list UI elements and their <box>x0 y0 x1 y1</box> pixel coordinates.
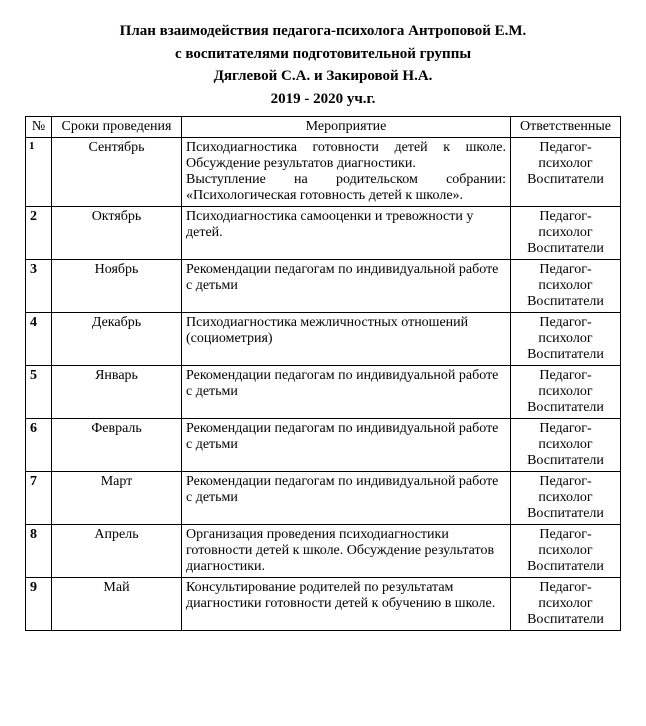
header-resp: Ответственные <box>511 117 621 138</box>
header-date: Сроки проведения <box>52 117 182 138</box>
row-num: 5 <box>26 366 52 419</box>
title-line-1: План взаимодействия педагога-психолога А… <box>25 20 621 43</box>
header-event: Мероприятие <box>182 117 511 138</box>
row-date: Май <box>52 578 182 631</box>
row-date: Декабрь <box>52 313 182 366</box>
row-event: Рекомендации педагогам по индивидуальной… <box>182 419 511 472</box>
row-date: Апрель <box>52 525 182 578</box>
plan-table: № Сроки проведения Мероприятие Ответстве… <box>25 116 621 631</box>
document-title: План взаимодействия педагога-психолога А… <box>25 20 621 110</box>
header-num: № <box>26 117 52 138</box>
row-date: Октябрь <box>52 207 182 260</box>
row-num: 3 <box>26 260 52 313</box>
row-date: Февраль <box>52 419 182 472</box>
row-date: Сентябрь <box>52 138 182 207</box>
table-row: 1СентябрьПсиходиагностика готовности дет… <box>26 138 621 207</box>
row-event: Организация проведения психодиагностики … <box>182 525 511 578</box>
row-resp: Педагог-психолог Воспитатели <box>511 313 621 366</box>
row-num: 1 <box>26 138 52 207</box>
row-resp: Педагог-психолог Воспитатели <box>511 419 621 472</box>
row-resp: Педагог-психолог Воспитатели <box>511 525 621 578</box>
row-resp: Педагог-психолог Воспитатели <box>511 366 621 419</box>
row-event: Рекомендации педагогам по индивидуальной… <box>182 260 511 313</box>
row-num: 2 <box>26 207 52 260</box>
row-num: 8 <box>26 525 52 578</box>
row-event: Психодиагностика готовности детей к школ… <box>182 138 511 207</box>
row-num: 7 <box>26 472 52 525</box>
title-line-4: 2019 - 2020 уч.г. <box>25 88 621 111</box>
table-row: 5ЯнварьРекомендации педагогам по индивид… <box>26 366 621 419</box>
row-date: Январь <box>52 366 182 419</box>
row-num: 4 <box>26 313 52 366</box>
row-resp: Педагог-психолог Воспитатели <box>511 578 621 631</box>
row-event: Психодиагностика самооценки и тревожност… <box>182 207 511 260</box>
table-row: 2ОктябрьПсиходиагностика самооценки и тр… <box>26 207 621 260</box>
row-event: Рекомендации педагогам по индивидуальной… <box>182 366 511 419</box>
table-row: 7МартРекомендации педагогам по индивидуа… <box>26 472 621 525</box>
row-resp: Педагог-психолог Воспитатели <box>511 260 621 313</box>
title-line-3: Дяглевой С.А. и Закировой Н.А. <box>25 65 621 88</box>
table-header-row: № Сроки проведения Мероприятие Ответстве… <box>26 117 621 138</box>
row-num: 9 <box>26 578 52 631</box>
table-row: 3НоябрьРекомендации педагогам по индивид… <box>26 260 621 313</box>
row-resp: Педагог-психолог Воспитатели <box>511 207 621 260</box>
row-event: Психодиагностика межличностных отношений… <box>182 313 511 366</box>
table-row: 9МайКонсультирование родителей по резуль… <box>26 578 621 631</box>
row-resp: Педагог-психолог Воспитатели <box>511 472 621 525</box>
row-resp: Педагог-психолог Воспитатели <box>511 138 621 207</box>
row-num: 6 <box>26 419 52 472</box>
table-row: 4ДекабрьПсиходиагностика межличностных о… <box>26 313 621 366</box>
table-row: 6ФевральРекомендации педагогам по индиви… <box>26 419 621 472</box>
row-event: Консультирование родителей по результата… <box>182 578 511 631</box>
table-row: 8АпрельОрганизация проведения психодиагн… <box>26 525 621 578</box>
row-date: Март <box>52 472 182 525</box>
title-line-2: с воспитателями подготовительной группы <box>25 43 621 66</box>
row-date: Ноябрь <box>52 260 182 313</box>
row-event: Рекомендации педагогам по индивидуальной… <box>182 472 511 525</box>
